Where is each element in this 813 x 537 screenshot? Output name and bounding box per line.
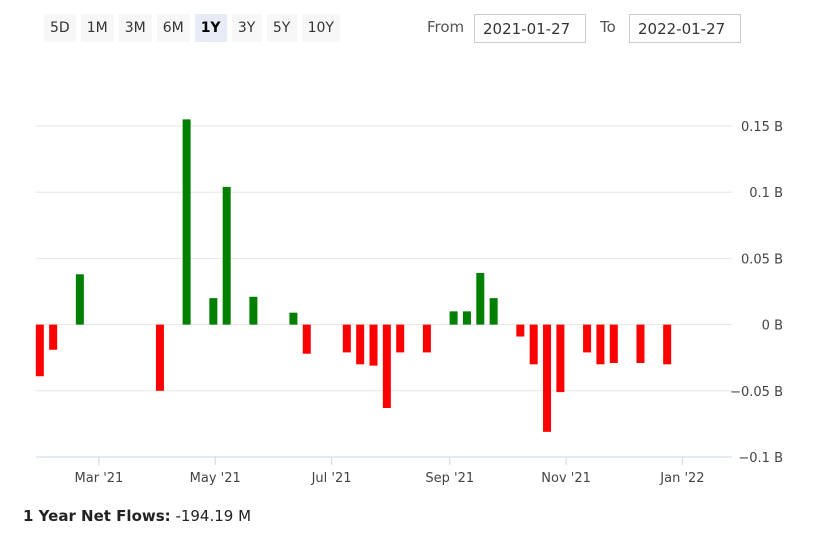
inflow-bar[interactable] (182, 119, 191, 325)
x-tick-label: Mar '21 (75, 471, 124, 486)
outflow-bar[interactable] (49, 324, 58, 350)
x-axis-ticks: Mar '21 May '21 Jul '21 Sep '21 Nov '21 Jan '… (75, 457, 705, 486)
outflow-bar[interactable] (609, 324, 618, 363)
outflow-bar[interactable] (556, 324, 565, 393)
range-selector: 5D 1M 3M 6M 1Y 3Y 5Y 10Y (44, 14, 340, 42)
inflow-bar[interactable] (222, 186, 231, 325)
outflow-bar[interactable] (396, 324, 405, 353)
x-tick-label: Nov '21 (541, 471, 591, 486)
outflow-bar[interactable] (342, 324, 351, 353)
outflow-bar[interactable] (302, 324, 311, 354)
x-tick-label: Sep '21 (425, 471, 474, 486)
from-label: From (427, 18, 465, 36)
x-tick-label: Jul '21 (311, 471, 352, 486)
outflow-bar[interactable] (596, 324, 605, 365)
outflow-bar[interactable] (663, 324, 672, 365)
range-button-3y[interactable]: 3Y (231, 14, 262, 42)
bar-series (35, 119, 672, 432)
y-tick-label: −0.1 B (738, 451, 783, 466)
outflow-bar[interactable] (155, 324, 164, 391)
range-button-1y[interactable]: 1Y (194, 14, 227, 42)
y-tick-label: 0.1 B (749, 186, 783, 201)
to-date-input[interactable] (629, 14, 741, 43)
y-tick-label: −0.05 B (730, 385, 783, 400)
outflow-bar[interactable] (543, 324, 552, 432)
inflow-bar[interactable] (449, 311, 458, 325)
x-tick-label: Jan '22 (659, 471, 704, 486)
inflow-bar[interactable] (249, 296, 258, 325)
outflow-bar[interactable] (369, 324, 378, 366)
inflow-bar[interactable] (75, 274, 84, 325)
inflow-bar[interactable] (289, 312, 298, 325)
range-button-6m[interactable]: 6M (156, 14, 190, 42)
outflow-bar[interactable] (583, 324, 592, 353)
outflow-bar[interactable] (516, 324, 525, 337)
to-label: To (600, 18, 616, 36)
outflow-bar[interactable] (422, 324, 431, 353)
net-flows-label: 1 Year Net Flows: (23, 507, 171, 525)
y-axis-ticks: 0.15 B 0.1 B 0.05 B 0 B −0.05 B −0.1 B (730, 120, 783, 466)
net-flows-summary: 1 Year Net Flows: -194.19 M (23, 507, 251, 525)
net-flows-chart: 0.15 B 0.1 B 0.05 B 0 B −0.05 B −0.1 B Mar '2… (35, 119, 783, 486)
range-button-5d[interactable]: 5D (44, 14, 76, 42)
outflow-bar[interactable] (35, 324, 44, 377)
y-tick-label: 0.15 B (741, 120, 783, 135)
from-date-input[interactable] (474, 14, 586, 43)
inflow-bar[interactable] (489, 298, 498, 325)
range-button-1m[interactable]: 1M (80, 14, 114, 42)
outflow-bar[interactable] (636, 324, 645, 363)
net-flows-value: -194.19 M (175, 507, 252, 525)
inflow-bar[interactable] (209, 298, 218, 325)
outflow-bar[interactable] (382, 324, 391, 409)
x-tick-label: May '21 (190, 471, 241, 486)
y-tick-label: 0.05 B (741, 252, 783, 267)
range-button-3m[interactable]: 3M (118, 14, 152, 42)
outflow-bar[interactable] (529, 324, 538, 365)
inflow-bar[interactable] (462, 311, 471, 325)
outflow-bar[interactable] (356, 324, 365, 365)
range-button-10y[interactable]: 10Y (301, 14, 340, 42)
inflow-bar[interactable] (476, 272, 485, 325)
y-tick-label: 0 B (762, 319, 783, 334)
range-button-5y[interactable]: 5Y (266, 14, 297, 42)
